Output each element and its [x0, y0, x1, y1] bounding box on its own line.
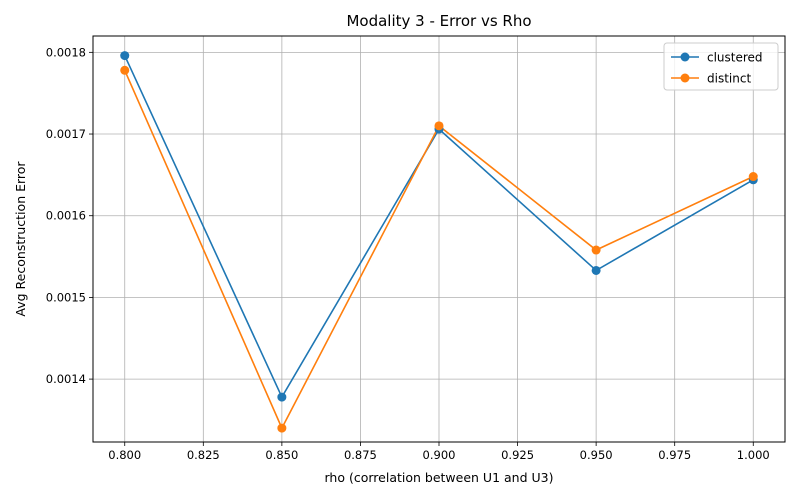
- data-point-distinct: [277, 423, 287, 433]
- x-tick-label: 0.875: [344, 448, 377, 462]
- legend-marker-clustered: [680, 52, 690, 62]
- x-tick-label: 1.000: [737, 448, 770, 462]
- legend: clustered distinct: [663, 42, 779, 91]
- x-tick-label: 0.800: [108, 448, 141, 462]
- x-tick-label: 0.850: [265, 448, 298, 462]
- legend-label-clustered: clustered: [707, 51, 763, 65]
- data-point-distinct: [434, 121, 444, 131]
- y-tick-label: 0.0014: [46, 372, 86, 386]
- legend-marker-distinct: [680, 73, 690, 83]
- legend-label-distinct: distinct: [707, 72, 751, 86]
- data-point-distinct: [120, 65, 130, 75]
- x-tick-label: 0.900: [423, 448, 456, 462]
- y-tick-label: 0.0017: [46, 127, 86, 141]
- data-point-clustered: [277, 392, 287, 402]
- series-layer: [120, 51, 758, 433]
- data-point-clustered: [591, 265, 601, 275]
- data-point-distinct: [748, 172, 758, 182]
- x-tick-label: 0.925: [501, 448, 534, 462]
- grid: [93, 36, 785, 442]
- y-tick-label: 0.0016: [46, 209, 86, 223]
- data-point-distinct: [591, 245, 601, 255]
- chart-title: Modality 3 - Error vs Rho: [346, 12, 531, 30]
- y-tick-label: 0.0018: [46, 45, 86, 59]
- x-axis-label: rho (correlation between U1 and U3): [325, 470, 554, 485]
- x-tick-label: 0.950: [580, 448, 613, 462]
- y-tick-label: 0.0015: [46, 290, 86, 304]
- y-axis-label: Avg Reconstruction Error: [13, 161, 28, 317]
- x-tick-label: 0.975: [658, 448, 691, 462]
- x-tick-label: 0.825: [187, 448, 220, 462]
- data-point-clustered: [120, 51, 130, 61]
- ticks: 0.800 0.825 0.850 0.875 0.900 0.925 0.950 0.975…: [46, 45, 770, 462]
